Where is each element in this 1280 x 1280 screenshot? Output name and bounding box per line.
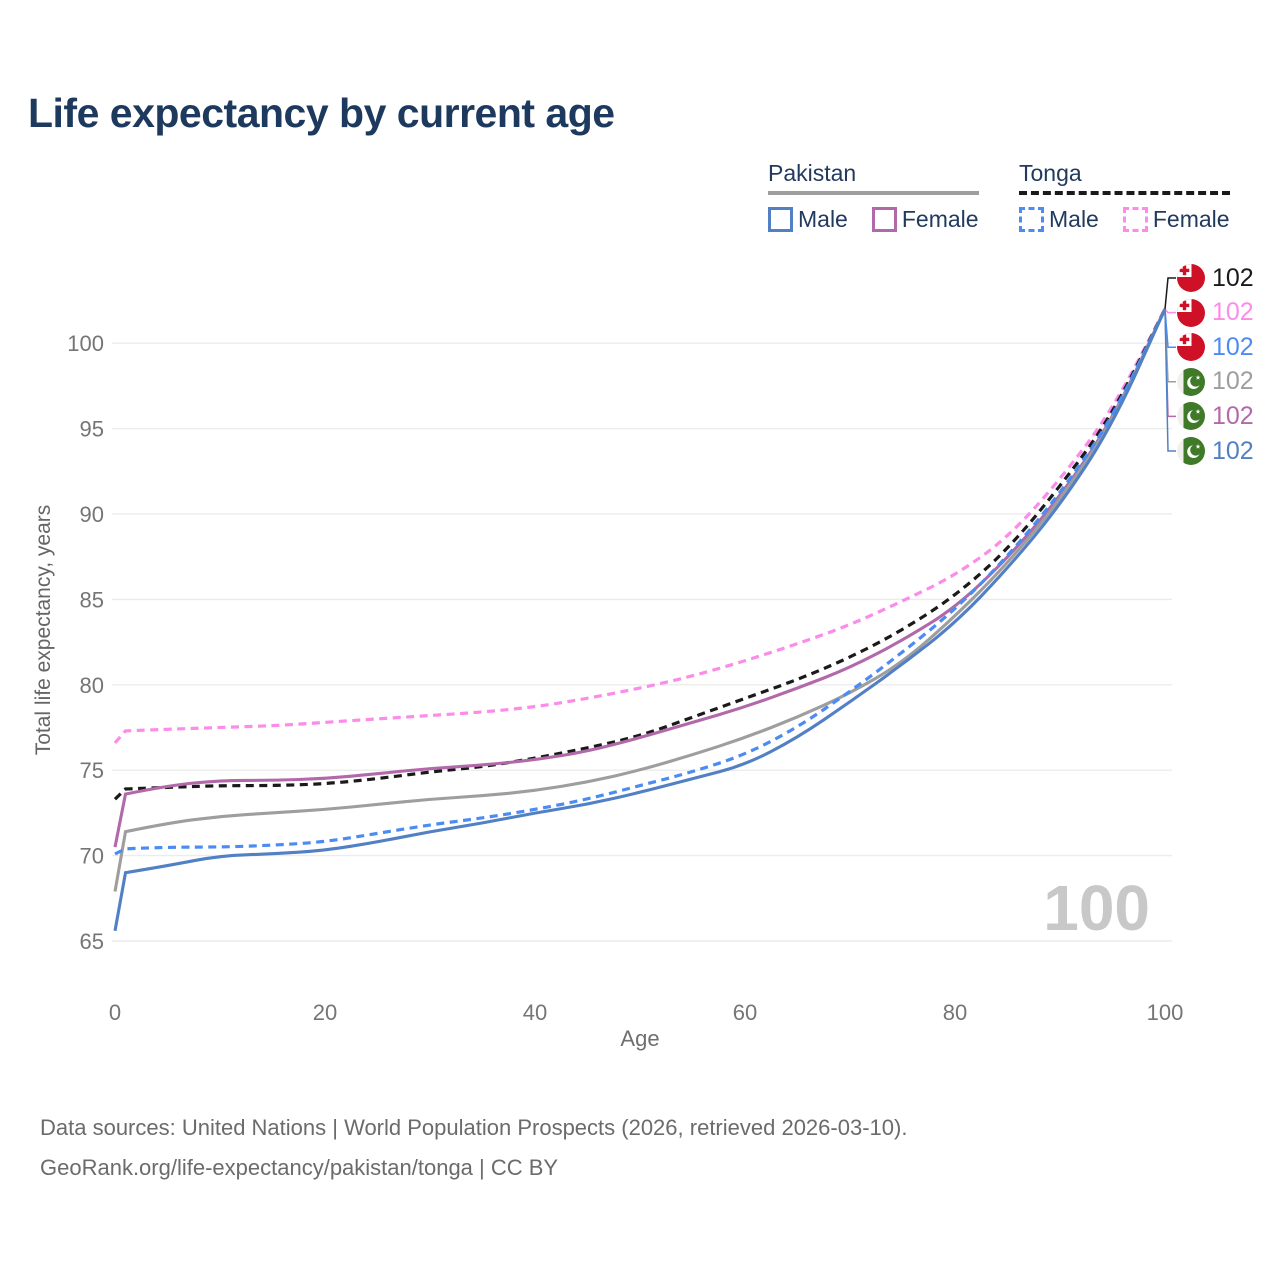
y-tick-label: 70	[80, 844, 104, 869]
end-label-tonga-male: 102	[1177, 332, 1254, 362]
legend-item-pakistan-male[interactable]: Male	[768, 206, 848, 233]
y-tick-label: 95	[80, 417, 104, 442]
end-value-pakistan-male: 102	[1212, 436, 1254, 465]
x-tick-label: 0	[109, 1000, 121, 1025]
tonga-flag-icon	[1177, 298, 1205, 327]
series-line-pakistan-both[interactable]	[113, 308, 1167, 892]
x-tick-label: 80	[943, 1000, 967, 1025]
plot-area[interactable]	[112, 270, 1174, 970]
legend-label: Male	[1049, 206, 1099, 232]
legend-label: Male	[798, 206, 848, 232]
pakistan-flag-icon	[1177, 402, 1205, 431]
legend-items-pakistan: Male Female	[768, 206, 979, 233]
pakistan-male-swatch-icon	[768, 207, 793, 232]
end-value-pakistan-both: 102	[1212, 367, 1254, 396]
legend-country-label: Pakistan	[768, 160, 857, 186]
end-label-pakistan-female: 102	[1177, 401, 1254, 431]
tonga-flag-icon	[1177, 333, 1205, 362]
tonga-male-swatch-icon	[1019, 207, 1044, 232]
x-tick-label: 20	[313, 1000, 337, 1025]
legend-item-tonga-female[interactable]: Female	[1122, 206, 1230, 233]
connector-line-tonga-female	[1164, 308, 1176, 314]
x-tick-label: 60	[733, 1000, 757, 1025]
page-title: Life expectancy by current age	[28, 90, 615, 136]
footer: Data sources: United Nations | World Pop…	[40, 1108, 907, 1188]
legend-country-tonga[interactable]: Tonga	[1019, 160, 1230, 195]
end-value-pakistan-female: 102	[1212, 401, 1254, 430]
legend-group-tonga: Tonga Male Female	[1019, 160, 1230, 233]
y-tick-label: 100	[67, 331, 104, 356]
legend-item-pakistan-female[interactable]: Female	[871, 206, 979, 233]
y-tick-label: 90	[80, 502, 104, 527]
data-sources-text: Data sources: United Nations | World Pop…	[40, 1115, 908, 1140]
series-line-tonga-both[interactable]	[113, 308, 1167, 801]
end-label-pakistan-both: 102	[1177, 367, 1254, 397]
end-label-tonga-both: 102	[1177, 263, 1254, 293]
pakistan-female-swatch-icon	[871, 207, 897, 232]
tonga-dashed-line-swatch	[1019, 191, 1230, 195]
attribution-text: GeoRank.org/life-expectancy/pakistan/ton…	[40, 1155, 559, 1180]
connector-line-pakistan-male	[1164, 308, 1176, 452]
pakistan-flag-icon	[1177, 437, 1205, 465]
legend-items-tonga: Male Female	[1019, 206, 1230, 233]
legend-label: Female	[1152, 206, 1230, 232]
end-value-tonga-male: 102	[1212, 332, 1254, 361]
x-tick-label: 40	[523, 1000, 547, 1025]
y-tick-label: 80	[80, 673, 104, 698]
hovered-age-watermark: 100	[1043, 872, 1150, 944]
legend-group-pakistan: Pakistan Male Female	[768, 160, 979, 233]
tonga-female-swatch-icon	[1122, 207, 1148, 232]
tonga-flag-icon	[1177, 264, 1205, 292]
y-tick-label: 85	[80, 587, 104, 612]
legend-country-pakistan[interactable]: Pakistan	[768, 160, 979, 195]
legend-item-tonga-male[interactable]: Male	[1019, 206, 1099, 233]
series-line-pakistan-male[interactable]	[113, 308, 1167, 932]
x-tick-label: 100	[1147, 1000, 1184, 1025]
pakistan-flag-icon	[1177, 367, 1205, 396]
connector-line-tonga-both	[1164, 277, 1176, 310]
y-tick-label: 65	[80, 929, 104, 954]
end-value-tonga-female: 102	[1212, 298, 1254, 327]
legend-country-label: Tonga	[1019, 160, 1082, 186]
series-line-tonga-female[interactable]	[113, 308, 1167, 744]
legend-label: Female	[901, 206, 979, 232]
end-label-tonga-female: 102	[1177, 298, 1254, 328]
y-tick-label: 75	[80, 758, 104, 783]
end-value-tonga-both: 102	[1212, 263, 1254, 292]
series-line-pakistan-female[interactable]	[113, 308, 1167, 848]
pakistan-solid-line-swatch	[768, 191, 979, 195]
series-line-tonga-male[interactable]	[114, 308, 1167, 856]
end-label-pakistan-male: 102	[1177, 436, 1254, 466]
x-axis-title: Age	[620, 1026, 660, 1051]
